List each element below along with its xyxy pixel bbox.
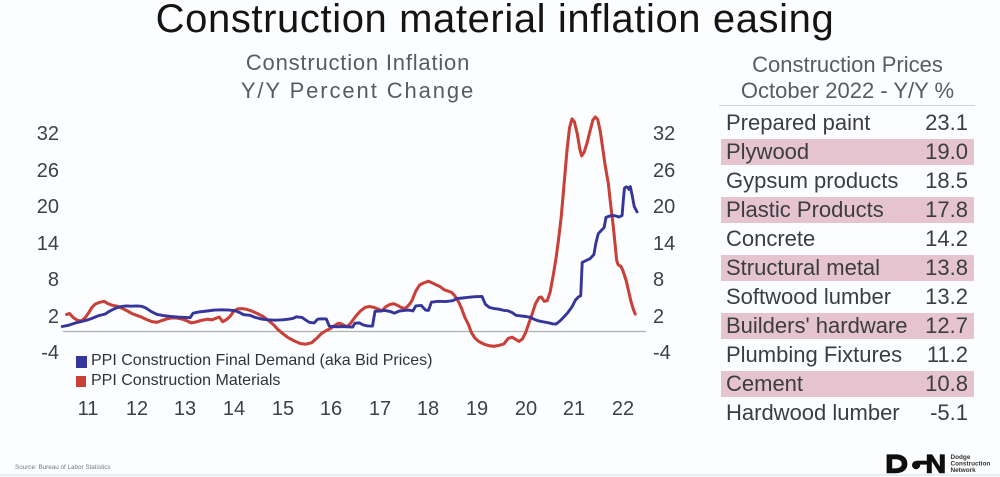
svg-text:Network: Network <box>951 467 977 474</box>
svg-text:Construction: Construction <box>951 461 991 468</box>
svg-text:Dodge: Dodge <box>951 454 971 461</box>
